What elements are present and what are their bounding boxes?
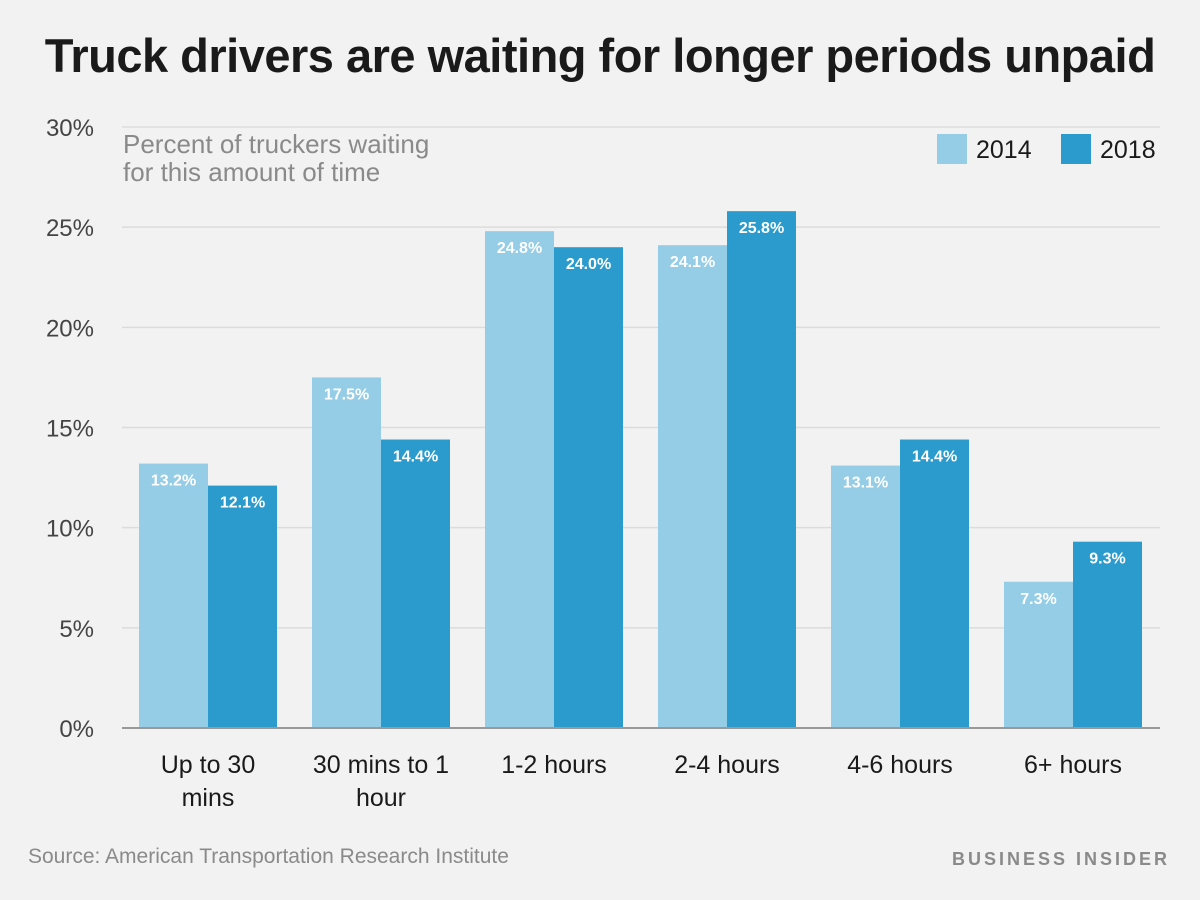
bar-2018-4 <box>900 439 969 728</box>
x-tick-label: 4-6 hours <box>847 751 953 779</box>
subtitle-line: Percent of truckers waiting <box>123 129 429 159</box>
x-tick-label: 6+ hours <box>1024 751 1122 779</box>
subtitle-line: for this amount of time <box>123 157 380 187</box>
y-tick-label: 5% <box>59 616 94 643</box>
chart-title: Truck drivers are waiting for longer per… <box>44 29 1156 82</box>
data-label: 24.8% <box>497 240 542 257</box>
x-tick-label: 1-2 hours <box>501 751 607 779</box>
legend: 2014 2018 <box>937 134 1156 164</box>
data-label: 25.8% <box>739 220 784 237</box>
y-tick-label: 25% <box>46 215 94 242</box>
data-label: 14.4% <box>912 449 957 466</box>
data-label: 14.4% <box>393 449 438 466</box>
bars: 13.2% 17.5% 24.8% 24.1% 13.1% 7.3% 12.1% 14.4% 2… <box>139 211 1142 729</box>
gridlines <box>122 126 1160 629</box>
bar-2014-2 <box>485 231 554 728</box>
bar-2014-5 <box>1004 581 1073 728</box>
y-tick-label: 0% <box>59 716 94 743</box>
data-label: 9.3% <box>1089 551 1125 568</box>
legend-label-2018: 2018 <box>1100 136 1156 164</box>
y-axis: 0% 5% 10% 15% 20% 25% 30% <box>46 115 94 743</box>
data-label: 24.1% <box>670 254 715 271</box>
bar-2018-5 <box>1073 541 1142 728</box>
x-tick-label: Up to 30 <box>161 751 256 779</box>
data-label: 17.5% <box>324 386 369 403</box>
legend-swatch-2014 <box>937 134 967 164</box>
data-label: 7.3% <box>1020 591 1056 608</box>
brand-logo: BUSINESS INSIDER <box>951 849 1170 869</box>
y-tick-label: 20% <box>46 315 94 342</box>
bar-2018-1 <box>381 439 450 728</box>
x-axis: Up to 30 mins 30 mins to 1 hour 1-2 hours 2-4… <box>122 727 1160 812</box>
bar-2014-1 <box>312 377 381 728</box>
bar-2018-3 <box>727 211 796 728</box>
bar-2014-3 <box>658 245 727 729</box>
x-tick-label: mins <box>182 784 235 812</box>
data-label: 12.1% <box>220 495 265 512</box>
data-label: 24.0% <box>566 256 611 273</box>
bar-2014-4 <box>831 465 900 728</box>
legend-label-2014: 2014 <box>976 136 1032 164</box>
y-tick-label: 30% <box>46 115 94 142</box>
data-label: 13.2% <box>151 473 196 490</box>
data-label: 13.1% <box>843 475 888 492</box>
x-tick-label: 2-4 hours <box>674 751 780 779</box>
x-tick-label: 30 mins to 1 <box>313 751 449 779</box>
x-tick-label: hour <box>356 784 406 812</box>
y-tick-label: 15% <box>46 416 94 443</box>
bar-2014-0 <box>139 463 208 728</box>
y-tick-label: 10% <box>46 516 94 543</box>
source-note: Source: American Transportation Research… <box>28 845 509 868</box>
bar-2018-2 <box>554 247 623 728</box>
legend-swatch-2018 <box>1061 134 1091 164</box>
bar-2018-0 <box>208 485 277 728</box>
